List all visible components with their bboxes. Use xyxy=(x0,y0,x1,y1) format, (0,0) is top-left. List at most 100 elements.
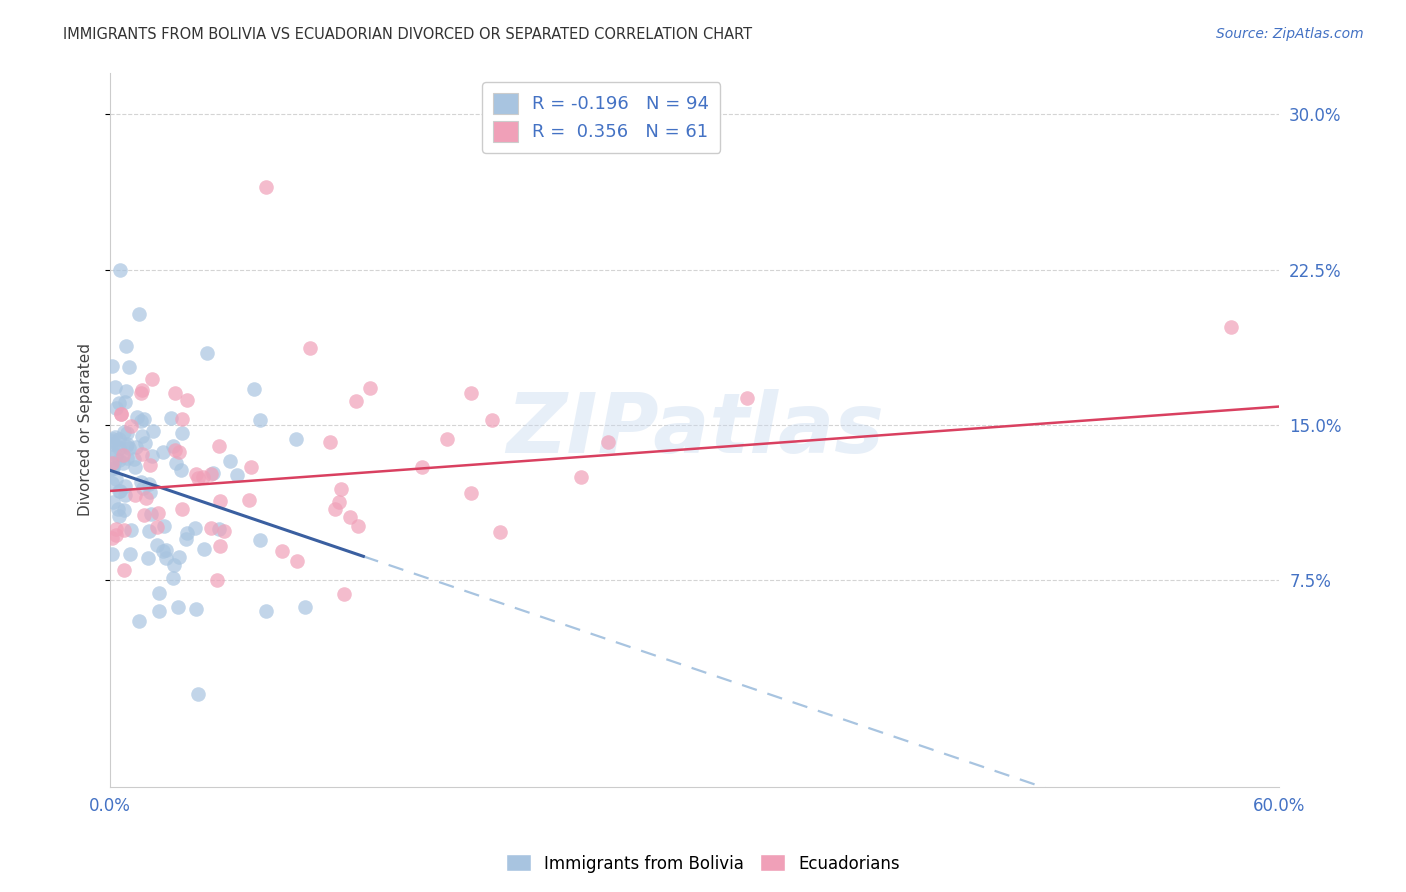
Point xyxy=(152,544,174,558)
Point xyxy=(105,527,128,541)
Point xyxy=(112,448,135,462)
Point xyxy=(129,475,152,489)
Point xyxy=(101,460,124,475)
Point xyxy=(120,419,142,434)
Point xyxy=(328,495,350,509)
Point xyxy=(212,524,235,539)
Point xyxy=(103,444,125,458)
Point xyxy=(167,445,190,459)
Point xyxy=(184,521,207,535)
Point xyxy=(243,382,266,396)
Point xyxy=(481,413,503,427)
Point xyxy=(134,436,156,450)
Point xyxy=(201,466,224,480)
Point xyxy=(148,604,170,618)
Point xyxy=(172,425,194,440)
Point xyxy=(254,179,277,194)
Point xyxy=(107,502,129,516)
Point xyxy=(436,432,458,446)
Point xyxy=(193,541,215,556)
Point xyxy=(101,434,124,449)
Point xyxy=(176,525,198,540)
Point xyxy=(172,412,194,426)
Point xyxy=(569,469,592,483)
Point xyxy=(148,585,170,599)
Point xyxy=(152,445,174,459)
Point xyxy=(187,470,209,484)
Point xyxy=(103,436,125,450)
Point xyxy=(115,451,138,466)
Point xyxy=(118,547,141,561)
Point xyxy=(155,542,177,557)
Point xyxy=(124,488,146,502)
Point xyxy=(163,558,186,573)
Point xyxy=(125,440,148,454)
Point xyxy=(112,563,135,577)
Point xyxy=(132,508,155,522)
Point xyxy=(240,460,263,475)
Point xyxy=(285,554,308,568)
Point xyxy=(163,386,186,401)
Point xyxy=(284,432,307,446)
Point xyxy=(129,385,152,400)
Point xyxy=(319,434,342,449)
Point xyxy=(138,476,160,491)
Point xyxy=(359,381,381,395)
Point xyxy=(108,442,131,456)
Point xyxy=(128,615,150,629)
Point xyxy=(152,518,174,533)
Point xyxy=(104,448,127,462)
Point xyxy=(103,456,125,470)
Point xyxy=(460,386,482,401)
Point xyxy=(112,425,135,439)
Point xyxy=(141,450,163,464)
Point xyxy=(208,539,231,553)
Point xyxy=(163,442,186,457)
Point xyxy=(488,525,510,540)
Point xyxy=(115,425,138,440)
Point xyxy=(139,484,162,499)
Point xyxy=(131,428,153,442)
Point xyxy=(191,470,214,484)
Point xyxy=(219,454,242,468)
Point xyxy=(108,484,131,499)
Point xyxy=(176,393,198,408)
Point xyxy=(101,547,124,561)
Point xyxy=(165,456,187,470)
Point xyxy=(347,519,370,533)
Point xyxy=(108,484,131,499)
Point xyxy=(107,395,129,409)
Point xyxy=(114,394,136,409)
Point xyxy=(104,522,127,536)
Point xyxy=(112,523,135,537)
Point xyxy=(131,414,153,428)
Point xyxy=(208,522,231,536)
Point xyxy=(339,510,361,524)
Y-axis label: Divorced or Separated: Divorced or Separated xyxy=(79,343,93,516)
Point xyxy=(209,494,232,508)
Point xyxy=(344,393,367,408)
Point xyxy=(735,392,758,406)
Point xyxy=(170,502,193,516)
Point xyxy=(114,479,136,493)
Point xyxy=(115,437,138,451)
Point xyxy=(107,432,129,446)
Point xyxy=(187,687,209,701)
Point xyxy=(112,503,135,517)
Point xyxy=(200,521,222,535)
Point xyxy=(238,492,260,507)
Point xyxy=(155,550,177,565)
Point xyxy=(145,538,167,552)
Point xyxy=(132,481,155,495)
Point xyxy=(127,410,149,425)
Point xyxy=(111,456,134,470)
Point xyxy=(169,549,191,564)
Point xyxy=(174,533,197,547)
Point xyxy=(139,507,162,521)
Point xyxy=(101,462,124,476)
Point xyxy=(162,571,184,585)
Point xyxy=(131,447,153,461)
Legend: Immigrants from Bolivia, Ecuadorians: Immigrants from Bolivia, Ecuadorians xyxy=(499,847,907,880)
Point xyxy=(122,451,145,466)
Point xyxy=(270,544,292,558)
